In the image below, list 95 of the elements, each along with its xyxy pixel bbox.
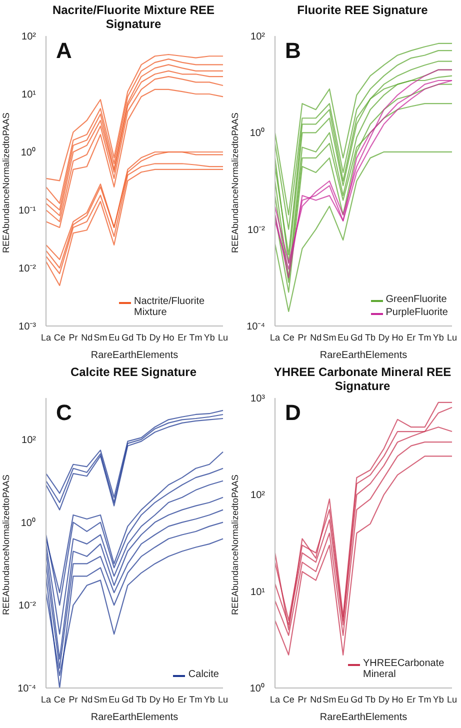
chart-title: Calcite REE Signature <box>69 365 198 379</box>
x-tick-label: Pr <box>298 332 307 342</box>
x-tick-label: La <box>40 332 52 342</box>
x-tick-label: Yb <box>432 332 444 342</box>
x-tick-label: Sm <box>94 332 108 342</box>
x-tick-label: Eu <box>338 332 349 342</box>
legend-label: Nactrite/Fluorite Mixture <box>134 296 206 318</box>
annotation: D <box>285 400 301 426</box>
x-tick-label: Lu <box>446 694 458 704</box>
x-tick-label: Ce <box>282 332 294 342</box>
chart-title: Fluorite REE Signature <box>296 3 429 17</box>
y-tick-label: 10⁻⁴ <box>18 684 36 694</box>
x-tick-label: Lu <box>218 694 228 704</box>
y-tick-label: 10⁰ <box>250 127 265 140</box>
y-tick-label: 10⁻⁴ <box>246 322 265 332</box>
legend-label: Calcite <box>188 669 219 680</box>
x-tick-label: Tb <box>365 332 376 342</box>
y-tick-label: 10⁻² <box>248 224 266 236</box>
x-tick-label: Tb <box>136 332 147 342</box>
x-tick-label: Tb <box>365 694 376 704</box>
x-axis-title: RareEarthElements <box>320 350 408 361</box>
x-axis-title: RareEarthElements <box>90 350 178 361</box>
y-axis-title: REEAbundanceNormalizedtoPAAS <box>230 112 240 253</box>
x-tick-label: Tm <box>418 332 432 342</box>
x-tick-label: Ce <box>54 332 66 342</box>
y-tick-label: 10⁰ <box>20 146 36 158</box>
x-tick-label: Lu <box>446 332 458 342</box>
y-tick-label: 10² <box>250 32 266 42</box>
legend-label: GreenFluorite <box>386 294 447 305</box>
x-tick-label: Eu <box>108 694 120 704</box>
x-tick-label: Dy <box>378 694 390 704</box>
y-tick-label: 10³ <box>250 394 266 404</box>
x-tick-label: Dy <box>149 694 161 704</box>
x-tick-label: Sm <box>94 694 108 704</box>
x-tick-label: La <box>40 694 52 704</box>
x-tick-label: Ce <box>54 694 66 704</box>
x-tick-label: Pr <box>298 694 307 704</box>
x-tick-label: Sm <box>322 694 336 704</box>
x-tick-label: Ho <box>162 332 174 342</box>
x-tick-label: La <box>270 694 280 704</box>
y-tick-label: 10⁰ <box>250 682 265 694</box>
x-tick-label: Ce <box>282 694 294 704</box>
x-tick-label: Nd <box>310 694 322 704</box>
x-tick-label: Tm <box>418 694 432 704</box>
y-tick-label: 10² <box>22 434 37 446</box>
x-tick-label: Er <box>406 332 416 342</box>
y-tick-label: 10⁻² <box>18 600 37 612</box>
x-tick-label: Yb <box>204 694 215 704</box>
x-tick-label: Eu <box>338 694 349 704</box>
legend-label: YHREECarbonate Mineral <box>363 658 446 680</box>
x-tick-label: Er <box>406 694 416 704</box>
annotation: A <box>56 38 72 64</box>
y-tick-label: 10² <box>250 490 266 502</box>
x-tick-label: Gd <box>350 694 363 704</box>
x-axis-title: RareEarthElements <box>320 712 408 723</box>
x-tick-label: Pr <box>68 332 78 342</box>
legend-label: PurpleFluorite <box>386 307 448 318</box>
x-tick-label: Tm <box>189 694 202 704</box>
y-tick-label: 10¹ <box>22 90 37 100</box>
y-tick-label: 10⁻² <box>18 264 37 274</box>
x-tick-label: Ho <box>162 694 174 704</box>
x-tick-label: Tm <box>189 332 202 342</box>
x-tick-label: Dy <box>149 332 161 342</box>
x-tick-label: Nd <box>310 332 322 342</box>
x-tick-label: Er <box>178 694 187 704</box>
x-tick-label: Pr <box>68 694 78 704</box>
x-tick-label: Nd <box>81 694 93 704</box>
y-tick-label: 10⁻¹ <box>18 206 37 216</box>
x-tick-label: Gd <box>122 694 134 704</box>
y-axis-title: REEAbundanceNormalizedtoPAAS <box>1 112 12 253</box>
x-tick-label: Gd <box>350 332 363 342</box>
y-tick-label: 10⁻³ <box>18 322 37 332</box>
x-tick-label: Yb <box>432 694 444 704</box>
x-tick-label: Eu <box>108 332 120 342</box>
x-tick-label: Gd <box>122 332 134 342</box>
chart-title: YHREE Carbonate Mineral REE Signature <box>273 365 452 393</box>
y-tick-label: 10⁰ <box>20 516 36 529</box>
x-tick-label: Tb <box>136 694 147 704</box>
x-tick-label: Ho <box>392 332 404 342</box>
y-axis-title: REEAbundanceNormalizedtoPAAS <box>1 474 12 615</box>
y-axis-title: REEAbundanceNormalizedtoPAAS <box>230 474 240 615</box>
y-tick-label: 10² <box>22 32 37 42</box>
x-tick-label: Yb <box>204 332 215 342</box>
x-tick-label: Nd <box>81 332 93 342</box>
y-tick-label: 10¹ <box>250 586 266 598</box>
x-tick-label: Lu <box>218 332 228 342</box>
x-tick-label: Dy <box>378 332 390 342</box>
annotation: B <box>285 38 301 64</box>
chart-title: Nacrite/Fluorite Mixture REE Signature <box>51 3 216 31</box>
x-tick-label: La <box>270 332 280 342</box>
x-tick-label: Sm <box>322 332 336 342</box>
x-axis-title: RareEarthElements <box>90 712 178 723</box>
annotation: C <box>56 400 72 426</box>
x-tick-label: Ho <box>392 694 404 704</box>
x-tick-label: Er <box>178 332 187 342</box>
